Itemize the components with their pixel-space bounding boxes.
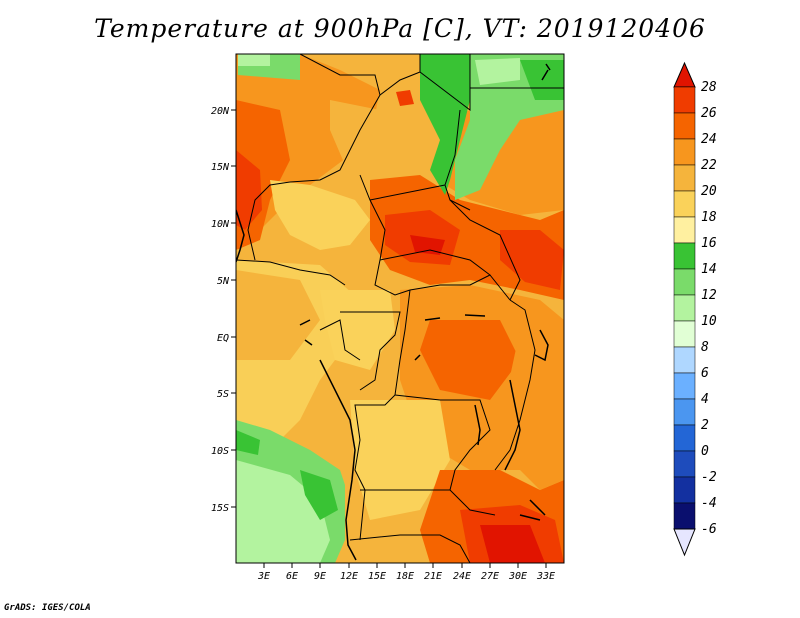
map-title: Temperature at 900hPa [C], VT: 201912040… bbox=[94, 14, 706, 43]
lat-label: 10S bbox=[211, 446, 229, 457]
lon-label: 30E bbox=[508, 571, 527, 582]
colorbar-label: 0 bbox=[701, 444, 709, 459]
colorbar-label: 12 bbox=[701, 288, 717, 303]
colorbar-swatch bbox=[673, 372, 696, 400]
colorbar-swatch bbox=[673, 398, 696, 426]
colorbar-label: 8 bbox=[701, 340, 709, 355]
lat-label: 10N bbox=[211, 219, 230, 230]
colorbar-label: -6 bbox=[701, 522, 717, 537]
colorbar-swatch bbox=[673, 502, 696, 530]
colorbar-label: 4 bbox=[701, 392, 709, 407]
colorbar-under-arrow bbox=[673, 528, 696, 557]
colorbar-swatch bbox=[673, 450, 696, 478]
lat-label: 15S bbox=[211, 503, 229, 514]
colorbar-swatch bbox=[673, 476, 696, 504]
colorbar-swatch bbox=[673, 138, 696, 166]
colorbar-swatch bbox=[673, 424, 696, 452]
colorbar-swatch bbox=[673, 112, 696, 140]
colorbar-swatch bbox=[673, 86, 696, 114]
lon-label: 18E bbox=[396, 571, 414, 582]
grads-credit: GrADS: IGES/COLA bbox=[4, 603, 91, 613]
colorbar-swatch bbox=[673, 242, 696, 270]
colorbar-over-arrow bbox=[673, 61, 696, 88]
lon-label: 6E bbox=[286, 571, 298, 582]
colorbar-label: 28 bbox=[701, 80, 717, 95]
colorbar-swatch bbox=[673, 268, 696, 296]
colorbar-swatch bbox=[673, 346, 696, 374]
colorbar-swatch bbox=[673, 190, 696, 218]
lat-label: 20N bbox=[211, 106, 230, 117]
colorbar-label: 20 bbox=[701, 184, 717, 199]
lat-label: EQ bbox=[217, 333, 229, 344]
colorbar-swatch bbox=[673, 216, 696, 244]
longitude-axis: 3E 6E 9E 12E 15E 18E 21E 24E 27E 30E 33E bbox=[257, 563, 555, 582]
map-frame bbox=[235, 53, 565, 564]
country-borders bbox=[236, 54, 564, 563]
colorbar-label: -4 bbox=[701, 496, 717, 511]
colorbar-label: 2 bbox=[701, 418, 709, 433]
lon-label: 15E bbox=[368, 571, 386, 582]
colorbar-label: 24 bbox=[701, 132, 717, 147]
colorbar-swatch bbox=[673, 294, 696, 322]
lat-label: 5S bbox=[217, 389, 229, 400]
colorbar-swatch bbox=[673, 164, 696, 192]
colorbar-label: 16 bbox=[701, 236, 717, 251]
colorbar-label: 18 bbox=[701, 210, 717, 225]
coastlines bbox=[236, 63, 551, 561]
lon-label: 33E bbox=[536, 571, 555, 582]
lon-label: 9E bbox=[314, 571, 326, 582]
colorbar-label: 10 bbox=[701, 314, 717, 329]
colorbar-label: -2 bbox=[701, 470, 717, 485]
lat-label: 5N bbox=[217, 276, 230, 287]
lon-label: 12E bbox=[340, 571, 358, 582]
latitude-axis: 20N 15N 10N 5N EQ 5S 10S 15S bbox=[211, 106, 236, 514]
temperature-field bbox=[236, 54, 564, 563]
colorbar: 28 26 24 22 20 18 16 14 12 10 8 6 4 2 0 … bbox=[673, 61, 717, 557]
colorbar-label: 22 bbox=[701, 158, 717, 173]
lon-label: 21E bbox=[424, 571, 442, 582]
colorbar-label: 14 bbox=[701, 262, 717, 277]
colorbar-swatch bbox=[673, 320, 696, 348]
lon-label: 27E bbox=[481, 571, 499, 582]
lon-label: 24E bbox=[453, 571, 471, 582]
lat-label: 15N bbox=[211, 162, 230, 173]
lon-label: 3E bbox=[257, 571, 270, 582]
colorbar-label: 26 bbox=[701, 106, 717, 121]
colorbar-label: 6 bbox=[701, 366, 709, 381]
